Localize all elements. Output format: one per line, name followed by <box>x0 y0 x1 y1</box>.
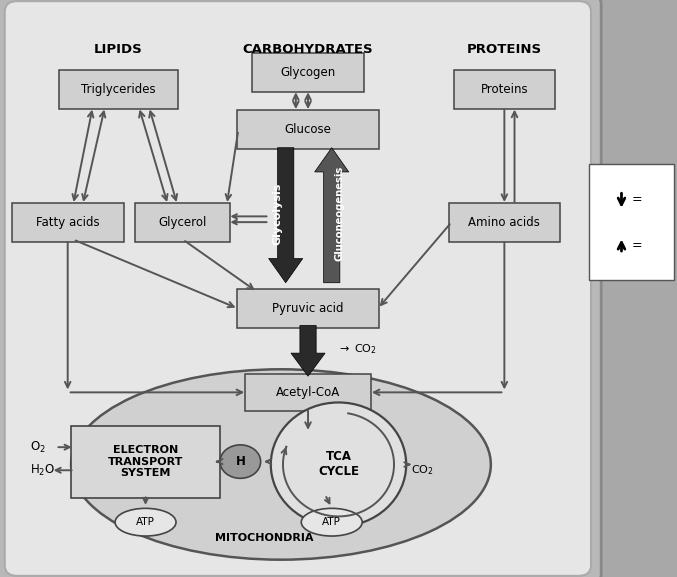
Text: Triglycerides: Triglycerides <box>81 83 156 96</box>
Text: LIPIDS: LIPIDS <box>94 43 143 55</box>
FancyBboxPatch shape <box>237 110 379 149</box>
Text: Glucose: Glucose <box>284 123 332 136</box>
Text: Glycolysis: Glycolysis <box>273 182 282 245</box>
Text: =: = <box>632 193 642 205</box>
Text: Glycerol: Glycerol <box>158 216 207 228</box>
Text: ATP: ATP <box>136 517 155 527</box>
Text: $\rightarrow$ CO$_2$: $\rightarrow$ CO$_2$ <box>337 342 377 356</box>
FancyBboxPatch shape <box>135 203 230 242</box>
Ellipse shape <box>301 508 362 536</box>
FancyBboxPatch shape <box>246 374 371 411</box>
Text: CO$_2$: CO$_2$ <box>411 463 434 477</box>
FancyArrow shape <box>291 325 325 376</box>
Text: Pyruvic acid: Pyruvic acid <box>272 302 344 315</box>
Ellipse shape <box>115 508 176 536</box>
Text: MITOCHONDRIA: MITOCHONDRIA <box>215 533 313 543</box>
FancyBboxPatch shape <box>448 203 561 242</box>
Text: Amino acids: Amino acids <box>468 216 540 228</box>
Ellipse shape <box>271 403 406 526</box>
FancyArrow shape <box>315 148 349 283</box>
Text: O$_2$: O$_2$ <box>30 440 46 455</box>
FancyBboxPatch shape <box>12 203 124 242</box>
Text: Glycogen: Glycogen <box>280 66 336 78</box>
Ellipse shape <box>220 445 261 478</box>
FancyBboxPatch shape <box>71 426 220 497</box>
FancyBboxPatch shape <box>589 164 674 280</box>
FancyBboxPatch shape <box>454 70 555 109</box>
FancyArrow shape <box>269 148 303 283</box>
Text: Gluconeogenesis: Gluconeogenesis <box>335 166 345 261</box>
Text: PROTEINS: PROTEINS <box>467 43 542 55</box>
FancyBboxPatch shape <box>0 0 601 577</box>
FancyBboxPatch shape <box>5 1 591 576</box>
Text: H: H <box>236 455 245 468</box>
Ellipse shape <box>71 369 491 560</box>
Text: =: = <box>632 239 642 252</box>
Text: CARBOHYDRATES: CARBOHYDRATES <box>243 43 373 55</box>
Text: ATP: ATP <box>322 517 341 527</box>
FancyBboxPatch shape <box>60 70 177 109</box>
Text: Acetyl-CoA: Acetyl-CoA <box>276 386 340 399</box>
Text: Fatty acids: Fatty acids <box>36 216 100 228</box>
Text: Proteins: Proteins <box>481 83 528 96</box>
FancyBboxPatch shape <box>253 53 364 92</box>
FancyBboxPatch shape <box>237 289 379 328</box>
Text: H$_2$O: H$_2$O <box>30 463 56 478</box>
Text: ELECTRON
TRANSPORT
SYSTEM: ELECTRON TRANSPORT SYSTEM <box>108 445 183 478</box>
Text: TCA
CYCLE: TCA CYCLE <box>318 451 359 478</box>
